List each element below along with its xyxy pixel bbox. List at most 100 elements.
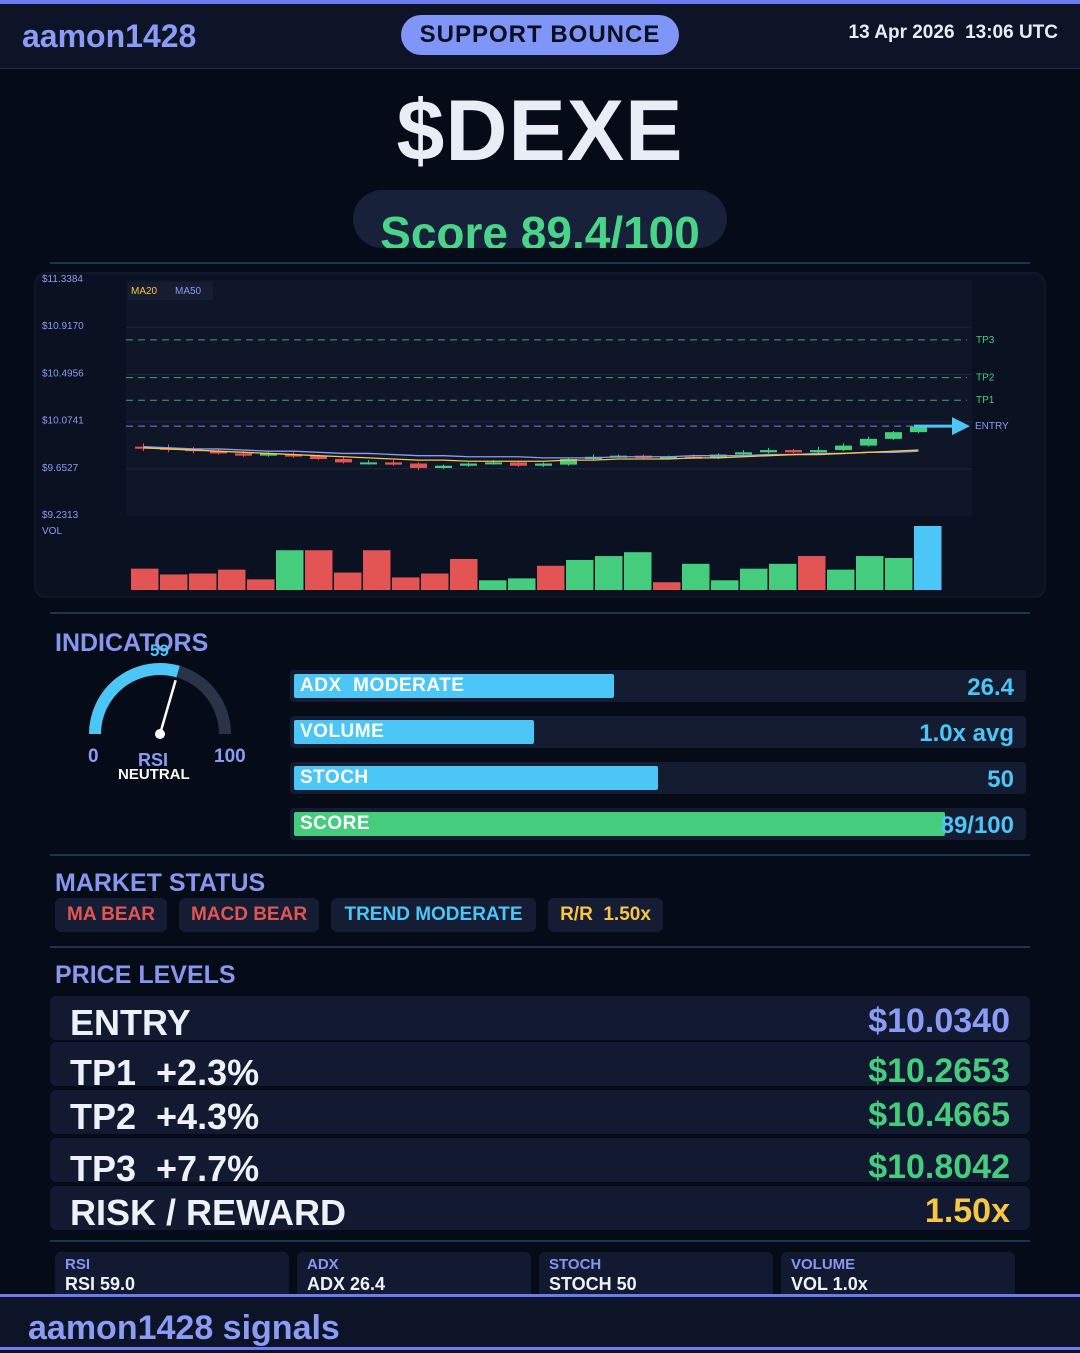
y-tick-label: $10.4956 (42, 368, 84, 379)
volume-bar (856, 556, 884, 590)
stoch-bar-value: 50 (987, 766, 1014, 793)
candle-body (135, 446, 152, 449)
card-title: RSI (65, 1256, 91, 1273)
gauge-track (89, 663, 231, 735)
volume-bar-value: 1.0x avg (919, 720, 1014, 747)
candle-body (485, 462, 502, 465)
level-label-entry: ENTRY (975, 421, 1009, 432)
volume-bar (682, 563, 710, 590)
level-value: $10.4665 (868, 1096, 1010, 1134)
level-label: RISK / REWARD (70, 1192, 347, 1230)
volume-bar (450, 558, 478, 590)
candle-body (285, 454, 302, 457)
tp3-level-row: TP3 +7.7% $10.8042 (50, 1138, 1030, 1182)
volume-bar-fill (294, 720, 535, 744)
card-title: STOCH (549, 1256, 602, 1273)
indicators-title: INDICATORS (55, 629, 209, 657)
candle-body (435, 465, 452, 468)
divider (50, 854, 1030, 856)
volume-bar (218, 569, 246, 590)
gauge-min-label: 0 (88, 746, 99, 767)
candle-body (510, 462, 527, 466)
volume-card: VOLUME VOL 1.0x (781, 1252, 1015, 1300)
level-value: $10.8042 (868, 1148, 1010, 1182)
score-bar-value: 89/100 (940, 812, 1014, 839)
level-label-tp1: TP1 (976, 395, 995, 406)
top-accent-line (0, 0, 1080, 4)
volume-bar (595, 556, 623, 590)
entry-level-row: ENTRY $10.0340 (50, 996, 1030, 1040)
level-value: $10.2653 (868, 1052, 1010, 1086)
legend-box (128, 282, 213, 300)
score-bar: SCORE 89/100 (290, 808, 1026, 840)
divider (50, 946, 1030, 948)
chart-canvas: $11.3384 $10.9170 $10.4956 $10.0741 $9.6527 $… (42, 274, 1009, 590)
rsi-card: RSI RSI 59.0 (55, 1252, 289, 1300)
volume-bar (740, 568, 768, 590)
volume-bar (885, 558, 913, 590)
gauge-needle (158, 679, 177, 735)
score-pill: Score 89.4/100 (353, 190, 727, 248)
divider (50, 612, 1030, 614)
volume-bar (914, 526, 942, 590)
divider (50, 262, 1030, 264)
volume-label: VOL (42, 526, 62, 537)
candle-body (260, 453, 277, 456)
gauge-max-label: 100 (214, 746, 246, 767)
rr-status-tag: R/R 1.50x (548, 898, 663, 932)
level-label: TP2 +4.3% (70, 1096, 260, 1134)
candle-body (560, 459, 577, 465)
candle-body (860, 438, 877, 446)
ma20-line (143, 447, 919, 462)
volume-bar (566, 559, 594, 590)
volume-bar (131, 568, 159, 590)
stoch-bar: STOCH 50 (290, 762, 1026, 794)
candle-body (760, 450, 777, 453)
gauge-fill (89, 663, 180, 735)
risk-reward-row: RISK / REWARD 1.50x (50, 1186, 1030, 1230)
ma-status-tag: MA BEAR (55, 898, 167, 932)
y-tick-label: $9.6527 (42, 463, 79, 474)
candle-body (810, 450, 827, 453)
footer-bar: aamon1428 signals (0, 1294, 1080, 1353)
ticker-symbol: $DEXE (396, 83, 684, 179)
volume-bar: VOLUME 1.0x avg (290, 716, 1026, 748)
stoch-bar-label: STOCH (300, 767, 369, 788)
volume-bar (160, 574, 188, 590)
tp2-level-row: TP2 +4.3% $10.4665 (50, 1090, 1030, 1134)
tp1-level-row: TP1 +2.3% $10.2653 (50, 1042, 1030, 1086)
card-value: ADX 26.4 (307, 1274, 386, 1294)
candle-body (910, 426, 927, 433)
level-label: TP3 +7.7% (70, 1148, 260, 1182)
volume-bar (769, 563, 797, 590)
candle-body (385, 462, 402, 465)
plot-area (126, 280, 972, 516)
volume-bar (653, 582, 681, 590)
rsi-value: 59 (150, 641, 169, 660)
macd-status-tag: MACD BEAR (179, 898, 319, 932)
market-status-title: MARKET STATUS (55, 869, 266, 897)
adx-bar: ADX MODERATE 26.4 (290, 670, 1026, 702)
candle-body (785, 450, 802, 453)
level-label: ENTRY (70, 1002, 191, 1040)
divider (50, 1240, 1030, 1242)
level-value: $10.0340 (868, 1002, 1010, 1040)
legend-ma20: MA20 (131, 286, 158, 297)
card-value: VOL 1.0x (791, 1274, 868, 1294)
level-label-tp3: TP3 (976, 335, 995, 346)
legend-ma50: MA50 (175, 286, 202, 297)
card-value: STOCH 50 (549, 1274, 637, 1294)
footer-brand: aamon1428 signals (28, 1309, 340, 1347)
bottom-accent-line (0, 1347, 1080, 1350)
rsi-label: RSI (138, 750, 168, 770)
candle-body (335, 459, 352, 463)
level-value: 1.50x (924, 1192, 1010, 1230)
candle-body (735, 452, 752, 455)
volume-bar (334, 572, 362, 590)
signal-badge: SUPPORT BOUNCE (401, 15, 679, 55)
candle-body (360, 462, 377, 465)
level-label-tp2: TP2 (976, 373, 995, 384)
volume-bar (624, 552, 652, 590)
volume-bar (421, 573, 449, 590)
